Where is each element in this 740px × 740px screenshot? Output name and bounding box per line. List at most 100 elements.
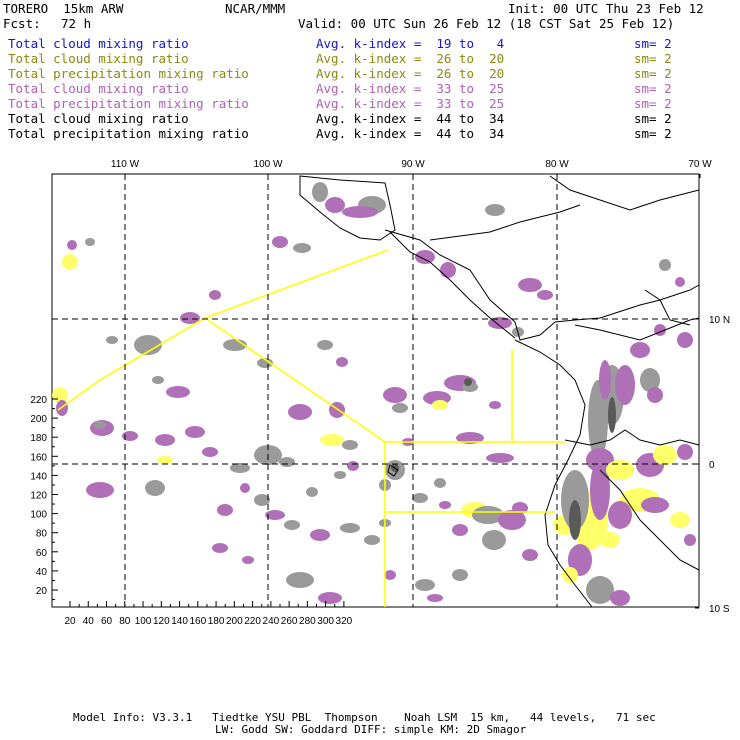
y-tick-label: 80 [36, 529, 48, 540]
field-shading [85, 238, 95, 246]
field-shading [489, 401, 501, 409]
legend-sm: sm= 2 [634, 36, 672, 51]
field-shading [342, 440, 358, 450]
domain-outline [57, 249, 565, 607]
field-shading [485, 204, 505, 216]
coastline-galapagos [387, 464, 399, 477]
field-shading [568, 544, 592, 576]
field-shading [293, 243, 311, 253]
init-time: Init: 00 UTC Thu 23 Feb 12 [508, 1, 704, 16]
field-shading [320, 434, 344, 446]
y-tick-label: 100 [30, 510, 47, 521]
org-name: NCAR/MMM [225, 1, 286, 16]
legend-field: Total cloud mixing ratio [8, 111, 189, 126]
field-shading [615, 365, 635, 405]
field-shading [242, 556, 254, 564]
field-shading [310, 529, 330, 541]
field-shading [217, 504, 233, 516]
field-shading [347, 461, 359, 471]
field-shading [364, 535, 380, 545]
field-shading [212, 543, 228, 553]
x-tick-label: 20 [64, 616, 76, 627]
field-shading [325, 197, 345, 213]
field-shading [512, 502, 528, 514]
field-shading [157, 456, 173, 464]
field-shading [569, 500, 581, 540]
longitude-label: 80 W [545, 159, 569, 170]
field-shading [279, 457, 295, 467]
field-shading [675, 277, 685, 287]
longitude-label: 70 W [688, 159, 712, 170]
y-tick-label: 180 [30, 433, 47, 444]
field-shading [306, 487, 318, 497]
y-tick-label: 200 [30, 414, 47, 425]
field-shading [472, 506, 504, 524]
field-shading [257, 358, 273, 368]
field-shading [488, 317, 512, 329]
field-shading [659, 259, 671, 271]
field-shading [272, 236, 288, 248]
legend-sm: sm= 2 [634, 126, 672, 141]
field-shading [383, 387, 407, 403]
field-shading [610, 590, 630, 606]
coastline-central-america-pacific [389, 231, 516, 339]
legend-kindex: Avg. k-index = 44 to 34 [316, 111, 505, 126]
field-shading [677, 332, 693, 348]
x-tick-label: 300 [317, 616, 334, 627]
field-shading [312, 182, 328, 202]
field-shading [518, 278, 542, 292]
field-shading [440, 262, 456, 278]
legend-sm: sm= 2 [634, 51, 672, 66]
field-shading [342, 206, 378, 218]
field-shading [209, 290, 221, 300]
legend-kindex: Avg. k-index = 26 to 20 [316, 51, 505, 66]
footer-model-info: Model Info: V3.3.1 Tiedtke YSU PBL Thomp… [73, 711, 656, 724]
field-shading [608, 397, 616, 433]
field-shading [630, 342, 650, 358]
coastline-venezuela [644, 289, 691, 326]
x-tick-label: 120 [153, 616, 170, 627]
legend-field: Total precipitation mixing ratio [8, 66, 249, 81]
legend-sm: sm= 2 [634, 66, 672, 81]
x-tick-label: 140 [171, 616, 188, 627]
x-tick-label: 60 [101, 616, 113, 627]
field-shading [464, 378, 472, 386]
field-shading [180, 312, 200, 324]
x-tick-label: 200 [226, 616, 243, 627]
field-shading [412, 493, 428, 503]
field-shading [392, 403, 408, 413]
field-shading [684, 534, 696, 546]
longitude-label: 100 W [254, 159, 283, 170]
x-tick-label: 220 [244, 616, 261, 627]
field-shading [145, 480, 165, 496]
y-tick-label: 220 [30, 395, 47, 406]
latitude-label: 10 N [709, 315, 730, 326]
coastline-caribbean-islands [549, 175, 700, 211]
legend-sm: sm= 2 [634, 111, 672, 126]
x-tick-label: 280 [299, 616, 316, 627]
field-shading [254, 494, 270, 506]
longitude-label: 90 W [401, 159, 425, 170]
field-shading [562, 567, 578, 583]
legend-kindex: Avg. k-index = 33 to 25 [316, 81, 505, 96]
latitude-label: 10 S [709, 604, 730, 615]
coastline-colombia-north [574, 317, 700, 341]
x-tick-label: 100 [135, 616, 152, 627]
field-shading [122, 431, 138, 441]
field-shading [265, 510, 285, 520]
field-shading [384, 570, 396, 580]
field-shading [318, 592, 342, 604]
field-shading [599, 360, 611, 400]
coastline-south-america-west [514, 339, 593, 608]
legend-sm: sm= 2 [634, 96, 672, 111]
field-shading [439, 501, 451, 509]
latitude-label: 0 [709, 460, 715, 471]
field-shading [284, 520, 300, 530]
field-shading [340, 523, 360, 533]
field-shading [653, 445, 677, 465]
field-shading [432, 400, 448, 410]
axis-ticks [52, 174, 701, 609]
field-shading [240, 483, 250, 493]
